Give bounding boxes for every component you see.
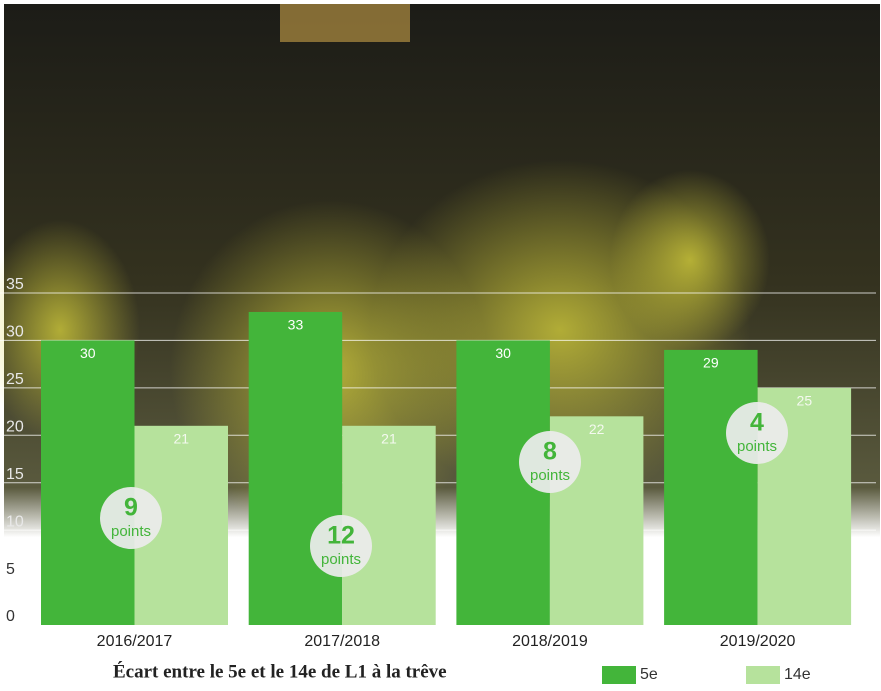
- gap-badge: [100, 487, 162, 549]
- gap-value: 8: [543, 438, 557, 466]
- value-label: 29: [703, 355, 719, 371]
- gap-value: 12: [327, 522, 355, 550]
- value-label: 21: [381, 431, 397, 447]
- value-label: 30: [80, 345, 96, 361]
- photo-light: [280, 4, 410, 42]
- bar: [248, 311, 343, 625]
- gap-badge: [310, 515, 372, 577]
- value-label: 30: [495, 345, 511, 361]
- legend-swatch: [746, 666, 780, 684]
- legend-label: 14e: [784, 666, 811, 683]
- gap-badge: [726, 402, 788, 464]
- y-tick-label: 15: [6, 466, 24, 483]
- y-tick-label: 5: [6, 561, 15, 578]
- x-tick-label: 2017/2018: [304, 633, 380, 650]
- y-tick-label: 0: [6, 608, 15, 625]
- y-tick-label: 30: [6, 324, 24, 341]
- legend-label: 5e: [640, 666, 658, 683]
- value-label: 21: [173, 431, 189, 447]
- x-tick-label: 2019/2020: [720, 633, 796, 650]
- y-tick-label: 25: [6, 371, 24, 388]
- gap-value: 9: [124, 494, 138, 522]
- gap-unit: points: [111, 523, 151, 540]
- gap-unit: points: [530, 467, 570, 484]
- gap-badge: [519, 431, 581, 493]
- value-label: 33: [288, 317, 304, 333]
- value-label: 22: [589, 421, 605, 437]
- chart-title: Écart entre le 5e et le 14e de L1 à la t…: [113, 660, 447, 682]
- bar: [41, 340, 135, 625]
- gap-value: 4: [750, 409, 764, 437]
- x-tick-label: 2016/2017: [97, 633, 173, 650]
- gap-unit: points: [321, 551, 361, 568]
- y-tick-label: 35: [6, 276, 24, 293]
- x-tick-label: 2018/2019: [512, 633, 588, 650]
- gap-unit: points: [737, 438, 777, 455]
- legend-swatch: [602, 666, 636, 684]
- y-tick-label: 20: [6, 419, 24, 436]
- photo-glow: [610, 170, 770, 350]
- value-label: 25: [797, 393, 813, 409]
- bar: [664, 349, 758, 625]
- y-tick-label: 10: [6, 513, 24, 530]
